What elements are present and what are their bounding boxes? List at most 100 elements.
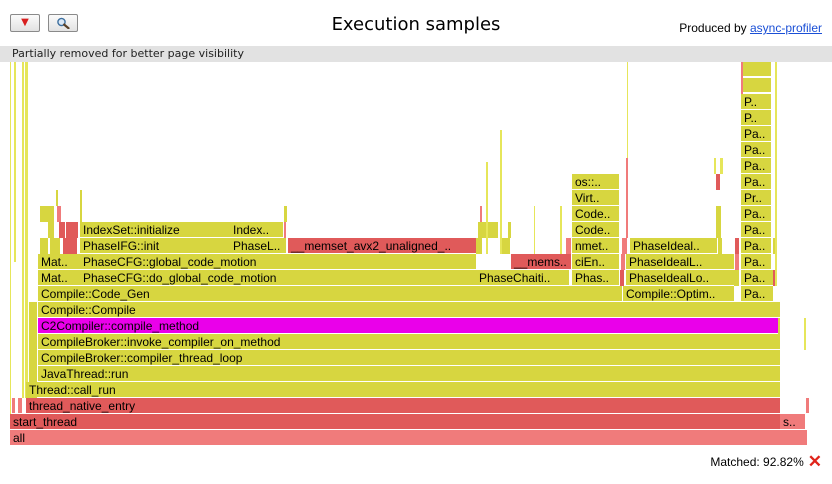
frame-sliver[interactable] bbox=[500, 130, 502, 254]
frame-bar[interactable] bbox=[38, 334, 780, 349]
frame-bar[interactable] bbox=[741, 158, 771, 173]
frame-bar[interactable] bbox=[780, 414, 805, 429]
frame-phasecfg-global-code-motion[interactable]: PhaseCFG::global_code_motion bbox=[80, 254, 476, 269]
frame-phas[interactable]: Phas.. bbox=[572, 270, 619, 285]
frame-p[interactable]: P.. bbox=[741, 94, 771, 109]
frame-sliver[interactable] bbox=[534, 206, 535, 254]
frame-phaseifg-init[interactable]: PhaseIFG::init bbox=[80, 238, 230, 253]
frame-bar[interactable] bbox=[741, 142, 771, 157]
frame-sliver[interactable] bbox=[716, 206, 721, 238]
frame-sliver[interactable] bbox=[735, 254, 739, 270]
frame-pr[interactable]: Pr.. bbox=[741, 190, 771, 205]
frame-sliver[interactable] bbox=[741, 78, 771, 92]
frame-sliver[interactable] bbox=[778, 318, 780, 334]
frame-sliver[interactable] bbox=[735, 238, 739, 254]
frame-sliver[interactable] bbox=[560, 206, 562, 254]
frame-sliver[interactable] bbox=[480, 206, 482, 222]
frame-sliver[interactable] bbox=[14, 62, 16, 262]
frame-bar[interactable] bbox=[741, 286, 773, 301]
frame-bar[interactable] bbox=[630, 238, 717, 253]
frame-bar[interactable] bbox=[626, 254, 734, 269]
flame-graph[interactable]: all start_thread s.. thread_native_entry Thr… bbox=[0, 62, 832, 446]
frame-bar[interactable] bbox=[80, 270, 476, 285]
frame-sliver[interactable] bbox=[12, 398, 15, 413]
frame-sliver[interactable] bbox=[775, 62, 777, 286]
frame-bar[interactable] bbox=[511, 254, 571, 269]
frame-compile-code-gen[interactable]: Compile::Code_Gen bbox=[38, 286, 622, 301]
frame-javathread-run[interactable]: JavaThread::run bbox=[38, 366, 780, 381]
frame-sliver[interactable] bbox=[476, 238, 482, 254]
frame-pa[interactable]: Pa.. bbox=[741, 206, 771, 221]
frame-os[interactable]: os::.. bbox=[572, 174, 619, 189]
frame-sliver[interactable] bbox=[566, 238, 571, 254]
frame-sliver[interactable] bbox=[56, 190, 58, 206]
frame-sliver[interactable] bbox=[40, 238, 48, 254]
frame-sliver[interactable] bbox=[806, 398, 809, 413]
frame-bar[interactable] bbox=[741, 190, 771, 205]
frame-indexset-initialize[interactable]: IndexSet::initialize bbox=[80, 222, 230, 237]
frame-bar[interactable] bbox=[38, 270, 80, 285]
close-icon[interactable]: ✕ bbox=[807, 452, 822, 471]
frame-pa[interactable]: Pa.. bbox=[741, 238, 771, 253]
frame-code[interactable]: Code.. bbox=[572, 206, 619, 221]
frame-sliver[interactable] bbox=[478, 222, 486, 238]
frame-sliver[interactable] bbox=[718, 238, 722, 254]
frame-sliver[interactable] bbox=[57, 206, 61, 222]
frame-bar[interactable] bbox=[572, 270, 619, 285]
frame-bar[interactable] bbox=[626, 270, 734, 285]
frame-compile-compile[interactable]: Compile::Compile bbox=[38, 302, 780, 317]
frame-s[interactable]: s.. bbox=[780, 414, 805, 429]
frame-sliver[interactable] bbox=[620, 270, 624, 286]
frame-sliver[interactable] bbox=[50, 238, 60, 254]
frame-sliver[interactable] bbox=[627, 62, 628, 158]
frame-pa[interactable]: Pa.. bbox=[741, 254, 771, 269]
frame-pa[interactable]: Pa.. bbox=[741, 158, 771, 173]
frame-bar[interactable] bbox=[476, 270, 569, 285]
frame-bar[interactable] bbox=[741, 94, 771, 109]
frame-bar[interactable] bbox=[26, 382, 780, 397]
frame-sliver[interactable] bbox=[284, 222, 286, 238]
frame-phasechaiti[interactable]: PhaseChaiti.. bbox=[476, 270, 569, 285]
frame-all[interactable]: all bbox=[10, 430, 807, 445]
frame-thread-native-entry[interactable]: thread_native_entry bbox=[26, 398, 780, 413]
frame-pa[interactable]: Pa.. bbox=[741, 142, 771, 157]
frame-virt[interactable]: Virt.. bbox=[572, 190, 619, 205]
frame-sliver[interactable] bbox=[29, 302, 37, 398]
frame-bar[interactable] bbox=[741, 238, 771, 253]
frame-mat[interactable]: Mat.. bbox=[38, 270, 80, 285]
frame-start-thread[interactable]: start_thread bbox=[10, 414, 780, 429]
frame-phasel[interactable]: PhaseL.. bbox=[230, 238, 286, 253]
frame-sliver[interactable] bbox=[734, 270, 739, 286]
frame-sliver[interactable] bbox=[10, 62, 11, 414]
frame-bar[interactable] bbox=[230, 238, 286, 253]
async-profiler-link[interactable]: async-profiler bbox=[749, 21, 822, 35]
frame-sliver[interactable] bbox=[804, 318, 806, 350]
frame-sliver[interactable] bbox=[18, 398, 22, 413]
frame-bar[interactable] bbox=[10, 414, 780, 429]
frame-c2compiler-compile-method[interactable]: C2Compiler::compile_method bbox=[38, 318, 778, 333]
flame-graph-canvas[interactable]: all start_thread s.. thread_native_entry Thr… bbox=[0, 62, 832, 446]
frame-bar[interactable] bbox=[38, 366, 780, 381]
frame-memset-avx2-unaligned[interactable]: __memset_avx2_unaligned_.. bbox=[288, 238, 476, 253]
frame-sliver[interactable] bbox=[488, 222, 498, 238]
frame-bar[interactable] bbox=[38, 254, 80, 269]
frame-bar[interactable] bbox=[741, 222, 771, 237]
frame-sliver[interactable] bbox=[626, 158, 628, 238]
frame-sliver[interactable] bbox=[716, 174, 720, 190]
frame-sliver[interactable] bbox=[508, 222, 511, 238]
frame-sliver[interactable] bbox=[25, 62, 28, 398]
frame-sliver[interactable] bbox=[22, 62, 24, 398]
frame-bar[interactable] bbox=[572, 254, 619, 269]
frame-pa[interactable]: Pa.. bbox=[741, 174, 771, 189]
frame-index[interactable]: Index.. bbox=[230, 222, 283, 237]
frame-bar[interactable] bbox=[230, 222, 283, 237]
frame-sliver[interactable] bbox=[622, 238, 627, 254]
frame-bar[interactable] bbox=[38, 350, 780, 365]
frame-code[interactable]: Code.. bbox=[572, 222, 619, 237]
frame-pa[interactable]: Pa.. bbox=[741, 270, 773, 285]
frame-sliver[interactable] bbox=[48, 222, 54, 238]
frame-sliver[interactable] bbox=[40, 206, 54, 222]
frame-bar[interactable] bbox=[38, 318, 778, 333]
frame-p[interactable]: P.. bbox=[741, 110, 771, 125]
frame-sliver[interactable] bbox=[621, 254, 625, 270]
